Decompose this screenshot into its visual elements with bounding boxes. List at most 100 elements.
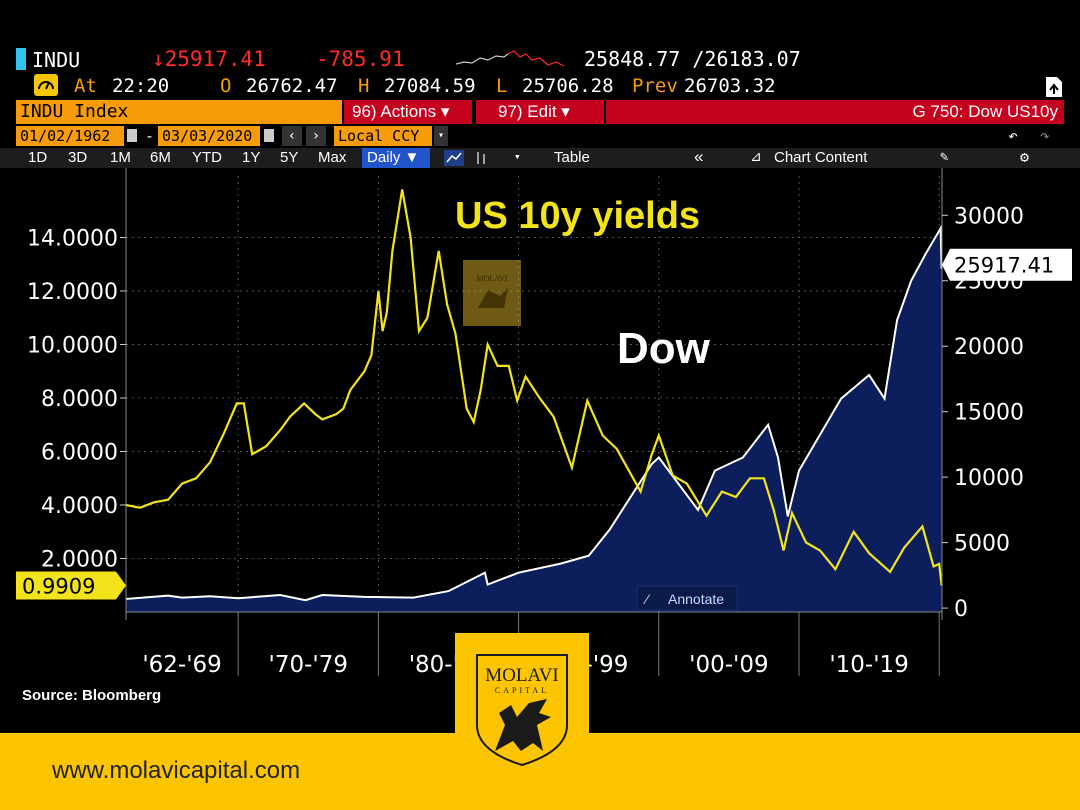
redo-icon[interactable]: ↷ (1040, 126, 1050, 145)
right-tick-label: 0 (954, 597, 968, 622)
start-date-field[interactable]: 01/02/1962 (16, 126, 124, 146)
quote-line: INDU ↓25917.41 -785.91 25848.77 /26183.0… (0, 44, 1080, 74)
dow-last-value-tag (942, 248, 1072, 281)
index-name-field[interactable]: INDU Index (16, 100, 342, 124)
us10y-series-line (125, 189, 943, 586)
left-tick-label: 6.0000 (41, 441, 118, 466)
currency-select[interactable]: Local CCY (334, 126, 432, 146)
right-tick-label: 15000 (954, 401, 1024, 426)
left-tick-label: 2.0000 (41, 548, 118, 573)
end-date-value: 03/03/2020 (162, 127, 253, 145)
period-1d[interactable]: 1D (28, 149, 48, 166)
chart-labels: 2.0000 4.0000 6.0000 8.0000 10.0000 12.0000 14… (16, 204, 1072, 678)
frequency-select[interactable]: Daily ▼ (362, 148, 430, 168)
logo-subtitle: CAPITAL (495, 686, 549, 695)
page-title: G 750: Dow US10y (912, 102, 1058, 121)
us10y-last-value-tag (16, 571, 126, 600)
status-marker (16, 48, 26, 70)
x-tick-label: '00-'09 (689, 652, 768, 678)
low-label: L (496, 75, 508, 97)
prev-label: Prev (632, 75, 678, 97)
edit-menu-label: 97) Edit ▾ (498, 102, 570, 121)
edit-menu-button[interactable]: 97) Edit ▾ (476, 100, 604, 124)
right-tick-label: 20000 (954, 335, 1024, 360)
us10y-last-value-label: 0.9909 (22, 575, 95, 599)
undo-icon[interactable]: ↶ (1008, 126, 1018, 145)
dow-series-line (125, 224, 943, 602)
annotate-label: Annotate (668, 591, 724, 607)
period-3d[interactable]: 3D (68, 149, 88, 166)
period-5y[interactable]: 5Y (280, 149, 299, 166)
frequency-value: Daily ▼ (367, 149, 420, 166)
chart-content-icon[interactable]: ⊿ (750, 149, 762, 165)
period-max[interactable]: Max (318, 149, 347, 166)
chart-axes (120, 168, 948, 676)
x-tick-label: '70-'79 (269, 652, 348, 678)
line-chart-icon[interactable] (444, 150, 464, 166)
source-label: Source: Bloomberg (22, 687, 161, 704)
x-tick-label: '62-'69 (142, 652, 221, 678)
currency-value: Local CCY (338, 127, 420, 145)
period-1y[interactable]: 1Y (242, 149, 261, 166)
ohlc-line: At 22:20 O 26762.47 H 27084.59 L 25706.2… (0, 72, 1080, 100)
price-change: -785.91 (316, 47, 405, 71)
right-tick-label: 30000 (954, 204, 1024, 229)
quote-time: 22:20 (112, 75, 170, 97)
molavi-logo: MOLAVI CAPITAL (455, 633, 589, 773)
end-calendar-icon[interactable] (264, 129, 274, 142)
prev-value: 26703.32 (684, 75, 776, 97)
left-tick-label: 12.0000 (27, 280, 118, 305)
period-bar: 1D 3D 1M 6M YTD 1Y 5Y Max Daily ▼ ▾ Tabl… (0, 147, 1080, 168)
settings-gear-icon[interactable]: ⚙ (1020, 148, 1030, 166)
bar-chart-icon[interactable] (474, 150, 488, 166)
start-date-value: 01/02/1962 (20, 127, 111, 145)
last-price: ↓25917.41 (152, 47, 266, 71)
website-link[interactable]: www.molavicapital.com (52, 757, 301, 784)
chart: 2.0000 4.0000 6.0000 8.0000 10.0000 12.0000 14… (16, 168, 1072, 704)
gauge-icon[interactable] (34, 74, 58, 96)
ticker[interactable]: INDU (32, 48, 81, 72)
next-range-button[interactable]: › (306, 126, 326, 146)
table-button[interactable]: Table (554, 149, 590, 166)
index-name-label: INDU Index (20, 101, 129, 122)
high-value: 27084.59 (384, 75, 476, 97)
actions-menu-label: 96) Actions ▾ (352, 102, 450, 121)
date-range-bar: 01/02/1962 - 03/03/2020 ‹ › Local CCY ▾ … (0, 126, 1080, 148)
dow-area (126, 228, 942, 612)
griffin-crest-icon: MOLAVI CAPITAL (471, 647, 573, 767)
export-icon[interactable] (1044, 76, 1064, 98)
date-separator: - (145, 127, 155, 145)
low-value: 25706.28 (522, 75, 614, 97)
collapse-button[interactable]: « (694, 147, 704, 166)
left-tick-label: 4.0000 (41, 494, 118, 519)
left-tick-label: 10.0000 (27, 334, 118, 359)
sparkline-icon (456, 50, 564, 67)
chart-content-button[interactable]: Chart Content (774, 149, 868, 166)
open-value: 26762.47 (246, 75, 338, 97)
molavi-watermark-icon: MOLAVI (463, 260, 521, 326)
right-tick-label: 10000 (954, 466, 1024, 491)
currency-dropdown-icon[interactable]: ▾ (434, 126, 448, 146)
right-tick-label: 5000 (954, 532, 1010, 557)
logo-name: MOLAVI (485, 665, 559, 686)
period-ytd[interactable]: YTD (192, 149, 222, 166)
annotate-button[interactable]: ⁄ Annotate (636, 585, 738, 611)
at-label: At (74, 75, 97, 97)
period-1m[interactable]: 1M (110, 149, 131, 166)
start-calendar-icon[interactable] (127, 129, 137, 142)
left-tick-label: 8.0000 (41, 387, 118, 412)
actions-menu-button[interactable]: 96) Actions ▾ (344, 100, 472, 124)
dow-last-value-label: 25917.41 (954, 254, 1054, 278)
period-6m[interactable]: 6M (150, 149, 171, 166)
watermark-text: MOLAVI (477, 274, 508, 283)
open-label: O (220, 75, 232, 97)
low-high-range: 25848.77 /26183.07 (584, 47, 801, 71)
x-tick-label: '10-'19 (829, 652, 908, 678)
chart-title: US 10y yields (455, 195, 700, 237)
toolbar: INDU Index 96) Actions ▾ 97) Edit ▾ G 75… (0, 100, 1080, 124)
high-label: H (358, 75, 370, 97)
chart-type-dropdown-icon[interactable]: ▾ (514, 150, 521, 163)
end-date-field[interactable]: 03/03/2020 (158, 126, 260, 146)
edit-chart-icon[interactable]: ✎ (940, 149, 949, 165)
previous-range-button[interactable]: ‹ (282, 126, 302, 146)
